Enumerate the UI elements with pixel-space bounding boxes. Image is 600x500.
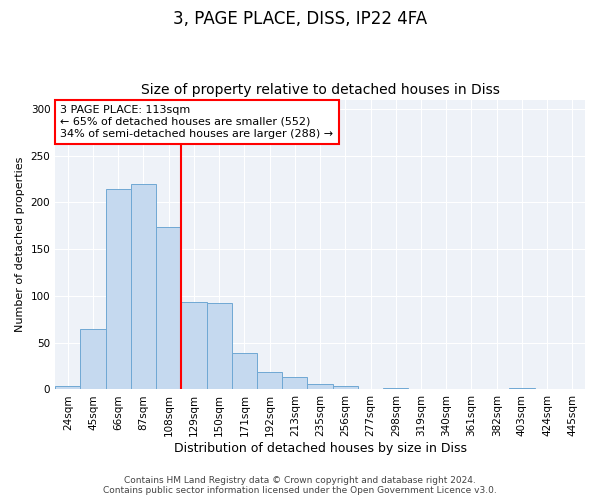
Bar [332,386,358,390]
Bar [509,388,535,390]
Bar [282,378,307,390]
Bar [131,184,156,390]
X-axis label: Distribution of detached houses by size in Diss: Distribution of detached houses by size … [173,442,467,455]
Bar [232,353,257,390]
Bar [106,190,131,390]
Text: Contains HM Land Registry data © Crown copyright and database right 2024.
Contai: Contains HM Land Registry data © Crown c… [103,476,497,495]
Bar [181,302,206,390]
Bar [383,388,409,390]
Bar [156,226,181,390]
Bar [55,386,80,390]
Bar [80,328,106,390]
Text: 3, PAGE PLACE, DISS, IP22 4FA: 3, PAGE PLACE, DISS, IP22 4FA [173,10,427,28]
Bar [257,372,282,390]
Y-axis label: Number of detached properties: Number of detached properties [15,157,25,332]
Text: 3 PAGE PLACE: 113sqm
← 65% of detached houses are smaller (552)
34% of semi-deta: 3 PAGE PLACE: 113sqm ← 65% of detached h… [61,106,334,138]
Title: Size of property relative to detached houses in Diss: Size of property relative to detached ho… [140,83,500,97]
Bar [206,304,232,390]
Bar [307,384,332,390]
